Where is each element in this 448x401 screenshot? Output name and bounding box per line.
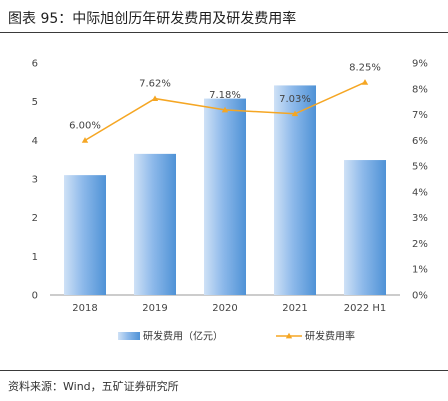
line-point-marker [151, 95, 159, 101]
legend-bar-label: 研发费用（亿元） [143, 330, 223, 343]
left-axis-tick-label: 2 [32, 213, 38, 224]
right-axis-tick-label: 5% [412, 162, 428, 173]
right-axis-tick-label: 1% [412, 265, 428, 276]
line-data-label: 6.00% [69, 120, 101, 131]
x-axis-tick-label: 2019 [142, 303, 167, 314]
left-axis-tick-label: 4 [32, 136, 38, 147]
bar-rd-expense [204, 98, 246, 295]
bar-rd-expense [344, 160, 386, 295]
left-axis-tick-label: 0 [32, 291, 38, 302]
legend-bar-swatch [118, 332, 140, 340]
right-axis-tick-label: 7% [412, 110, 428, 121]
line-point-marker [291, 110, 299, 117]
source-note: 资料来源：Wind，五矿证券研究所 [8, 380, 179, 393]
line-data-label: 7.62% [139, 79, 171, 90]
bar-rd-expense [134, 153, 176, 295]
bar-rd-expense [274, 85, 316, 295]
x-axis-tick-label: 2018 [72, 303, 97, 314]
x-axis-tick-label: 2021 [282, 303, 307, 314]
legend-line-label: 研发费用率 [305, 330, 355, 343]
title-divider [0, 32, 448, 33]
line-data-label: 7.18% [209, 90, 241, 101]
right-axis-tick-label: 9% [412, 59, 428, 70]
right-axis-tick-label: 0% [412, 291, 428, 302]
left-axis-tick-label: 1 [32, 252, 38, 263]
legend-line-marker [285, 332, 293, 339]
chart-title: 图表 95：中际旭创历年研发费用及研发费用率 [8, 11, 297, 27]
line-data-label: 7.03% [279, 94, 311, 105]
right-axis-tick-label: 6% [412, 136, 428, 147]
right-axis-tick-label: 4% [412, 187, 428, 198]
right-axis-tick-label: 2% [412, 239, 428, 250]
left-axis-tick-label: 5 [32, 97, 38, 108]
left-axis-tick-label: 3 [32, 175, 38, 186]
line-point-marker [361, 79, 369, 85]
left-axis-tick-label: 6 [32, 59, 38, 70]
line-point-marker [221, 106, 229, 113]
x-axis-tick-label: 2020 [212, 303, 237, 314]
right-axis-tick-label: 3% [412, 213, 428, 224]
bar-rd-expense [64, 175, 106, 295]
line-data-label: 8.25% [349, 62, 381, 73]
footer-divider [0, 370, 448, 371]
line-point-marker [81, 137, 89, 143]
right-axis-tick-label: 8% [412, 84, 428, 95]
x-axis-tick-label: 2022 H1 [344, 303, 387, 314]
